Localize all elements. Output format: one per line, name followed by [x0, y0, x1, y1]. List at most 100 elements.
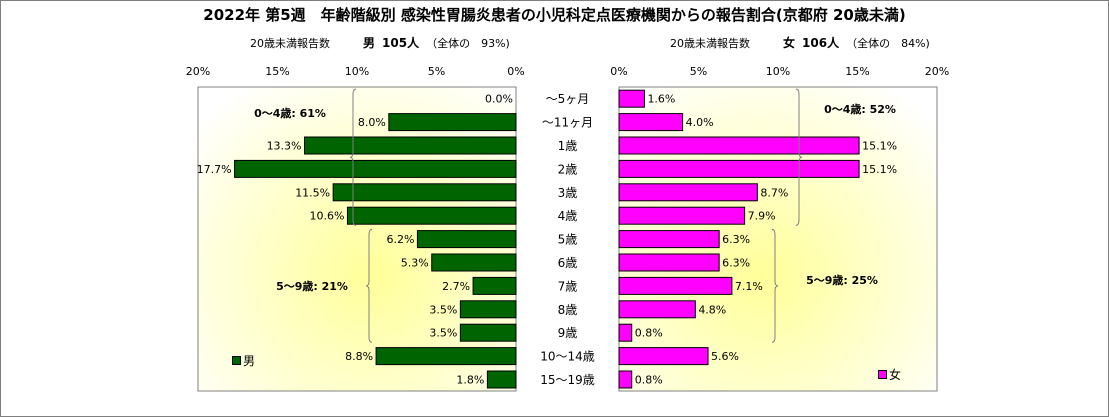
category-label: 3歳 — [558, 186, 578, 200]
female-data-label: 7.1% — [735, 280, 763, 293]
category-label: 15～19歳 — [540, 373, 595, 387]
male-data-label: 10.6% — [310, 210, 345, 223]
female-summary-share: （全体の 84%) — [846, 37, 930, 50]
female-x-tick-label: 10% — [766, 65, 790, 78]
female-x-tick-label: 0% — [610, 65, 627, 78]
male-age-0-4-share: 0～4歳: 61% — [254, 106, 326, 120]
male-age-0-4-brace — [349, 88, 357, 226]
male-data-label: 1.8% — [456, 374, 484, 387]
category-label: 10～14歳 — [540, 350, 595, 364]
female-bar — [618, 230, 720, 249]
male-bar — [375, 347, 517, 366]
male-bar — [431, 253, 517, 272]
male-data-label: 2.7% — [442, 280, 470, 293]
male-x-tick-label: 15% — [265, 65, 289, 78]
male-summary-count: 105人 — [382, 36, 420, 50]
category-label: ～11ヶ月 — [542, 116, 593, 130]
legend-female: 女 — [878, 366, 901, 383]
male-bar — [388, 113, 517, 132]
female-age-5-9-share: 5～9歳: 25% — [806, 273, 878, 287]
category-label: ～5ヶ月 — [546, 92, 590, 106]
male-data-label: 5.3% — [401, 257, 429, 270]
female-bar — [618, 183, 758, 202]
female-data-label: 4.0% — [686, 116, 714, 129]
female-bar — [618, 206, 746, 225]
male-bar — [346, 206, 517, 225]
male-data-label: 8.0% — [358, 116, 386, 129]
male-summary-sex: 男 — [363, 36, 376, 50]
male-age-5-9-brace — [365, 228, 373, 343]
female-data-label: 1.6% — [647, 93, 675, 106]
female-age-0-4-share: 0～4歳: 52% — [824, 102, 896, 116]
male-data-label: 0.0% — [485, 93, 513, 106]
male-bar — [416, 230, 517, 249]
female-data-label: 7.9% — [748, 210, 776, 223]
female-summary-count: 106人 — [802, 36, 840, 50]
category-label: 5歳 — [558, 233, 578, 247]
male-bar — [459, 323, 517, 342]
female-x-tick-label: 20% — [925, 65, 949, 78]
male-data-label: 3.5% — [429, 303, 457, 316]
female-bar — [618, 276, 733, 295]
chart-title: 2022年 第5週 年齢階級別 感染性胃腸炎患者の小児科定点医療機関からの報告割… — [203, 6, 906, 24]
female-data-label: 15.1% — [862, 163, 897, 176]
category-label: 7歳 — [558, 279, 578, 293]
legend-female-swatch — [878, 370, 887, 379]
category-label: 9歳 — [558, 326, 578, 340]
female-data-label: 5.6% — [711, 350, 739, 363]
male-data-label: 17.7% — [197, 163, 232, 176]
female-data-label: 8.7% — [760, 186, 788, 199]
male-summary-share: （全体の 93%) — [426, 37, 510, 50]
legend-female-label: 女 — [889, 368, 902, 382]
female-data-label: 6.3% — [722, 233, 750, 246]
legend-male-label: 男 — [243, 354, 256, 368]
female-bar — [618, 347, 709, 366]
female-summary-label: 20歳未満報告数 — [670, 37, 750, 50]
male-x-tick-label: 5% — [428, 65, 445, 78]
female-data-label: 6.3% — [722, 257, 750, 270]
female-age-5-9-brace — [771, 228, 779, 343]
category-label: 6歳 — [558, 256, 578, 270]
male-age-5-9-share: 5～9歳: 21% — [276, 279, 348, 293]
male-x-tick-label: 0% — [507, 65, 524, 78]
female-bar — [618, 323, 633, 342]
category-label: 4歳 — [558, 209, 578, 223]
female-bar — [618, 136, 860, 155]
female-x-tick-label: 5% — [690, 65, 707, 78]
female-summary-sex: 女 — [783, 36, 796, 50]
male-data-label: 8.8% — [345, 350, 373, 363]
legend-male: 男 — [232, 352, 255, 369]
female-bar — [618, 113, 684, 132]
category-label: 2歳 — [558, 162, 578, 176]
legend-male-swatch — [232, 356, 241, 365]
female-bar — [618, 253, 720, 272]
male-x-tick-label: 10% — [345, 65, 369, 78]
male-data-label: 13.3% — [267, 140, 302, 153]
female-bar — [618, 159, 860, 178]
male-bar — [472, 276, 517, 295]
category-label: 1歳 — [558, 139, 578, 153]
female-summary: 20歳未満報告数 女 106人 （全体の 84%) — [670, 34, 930, 51]
male-bar — [486, 370, 517, 389]
female-data-label: 15.1% — [862, 140, 897, 153]
male-bar — [459, 300, 517, 319]
male-x-tick-label: 20% — [186, 65, 210, 78]
male-data-label: 3.5% — [429, 327, 457, 340]
male-summary: 20歳未満報告数 男 105人 （全体の 93%) — [250, 34, 510, 51]
male-summary-label: 20歳未満報告数 — [250, 37, 330, 50]
category-label: 8歳 — [558, 303, 578, 317]
female-age-0-4-brace — [795, 88, 803, 226]
female-bar — [618, 370, 633, 389]
female-bar — [618, 89, 645, 108]
female-bar — [618, 300, 696, 319]
female-data-label: 0.8% — [635, 374, 663, 387]
male-bar — [332, 183, 517, 202]
male-data-label: 6.2% — [386, 233, 414, 246]
female-data-label: 0.8% — [635, 327, 663, 340]
female-data-label: 4.8% — [698, 303, 726, 316]
male-bar — [234, 159, 517, 178]
male-bar — [304, 136, 517, 155]
male-data-label: 11.5% — [295, 186, 330, 199]
